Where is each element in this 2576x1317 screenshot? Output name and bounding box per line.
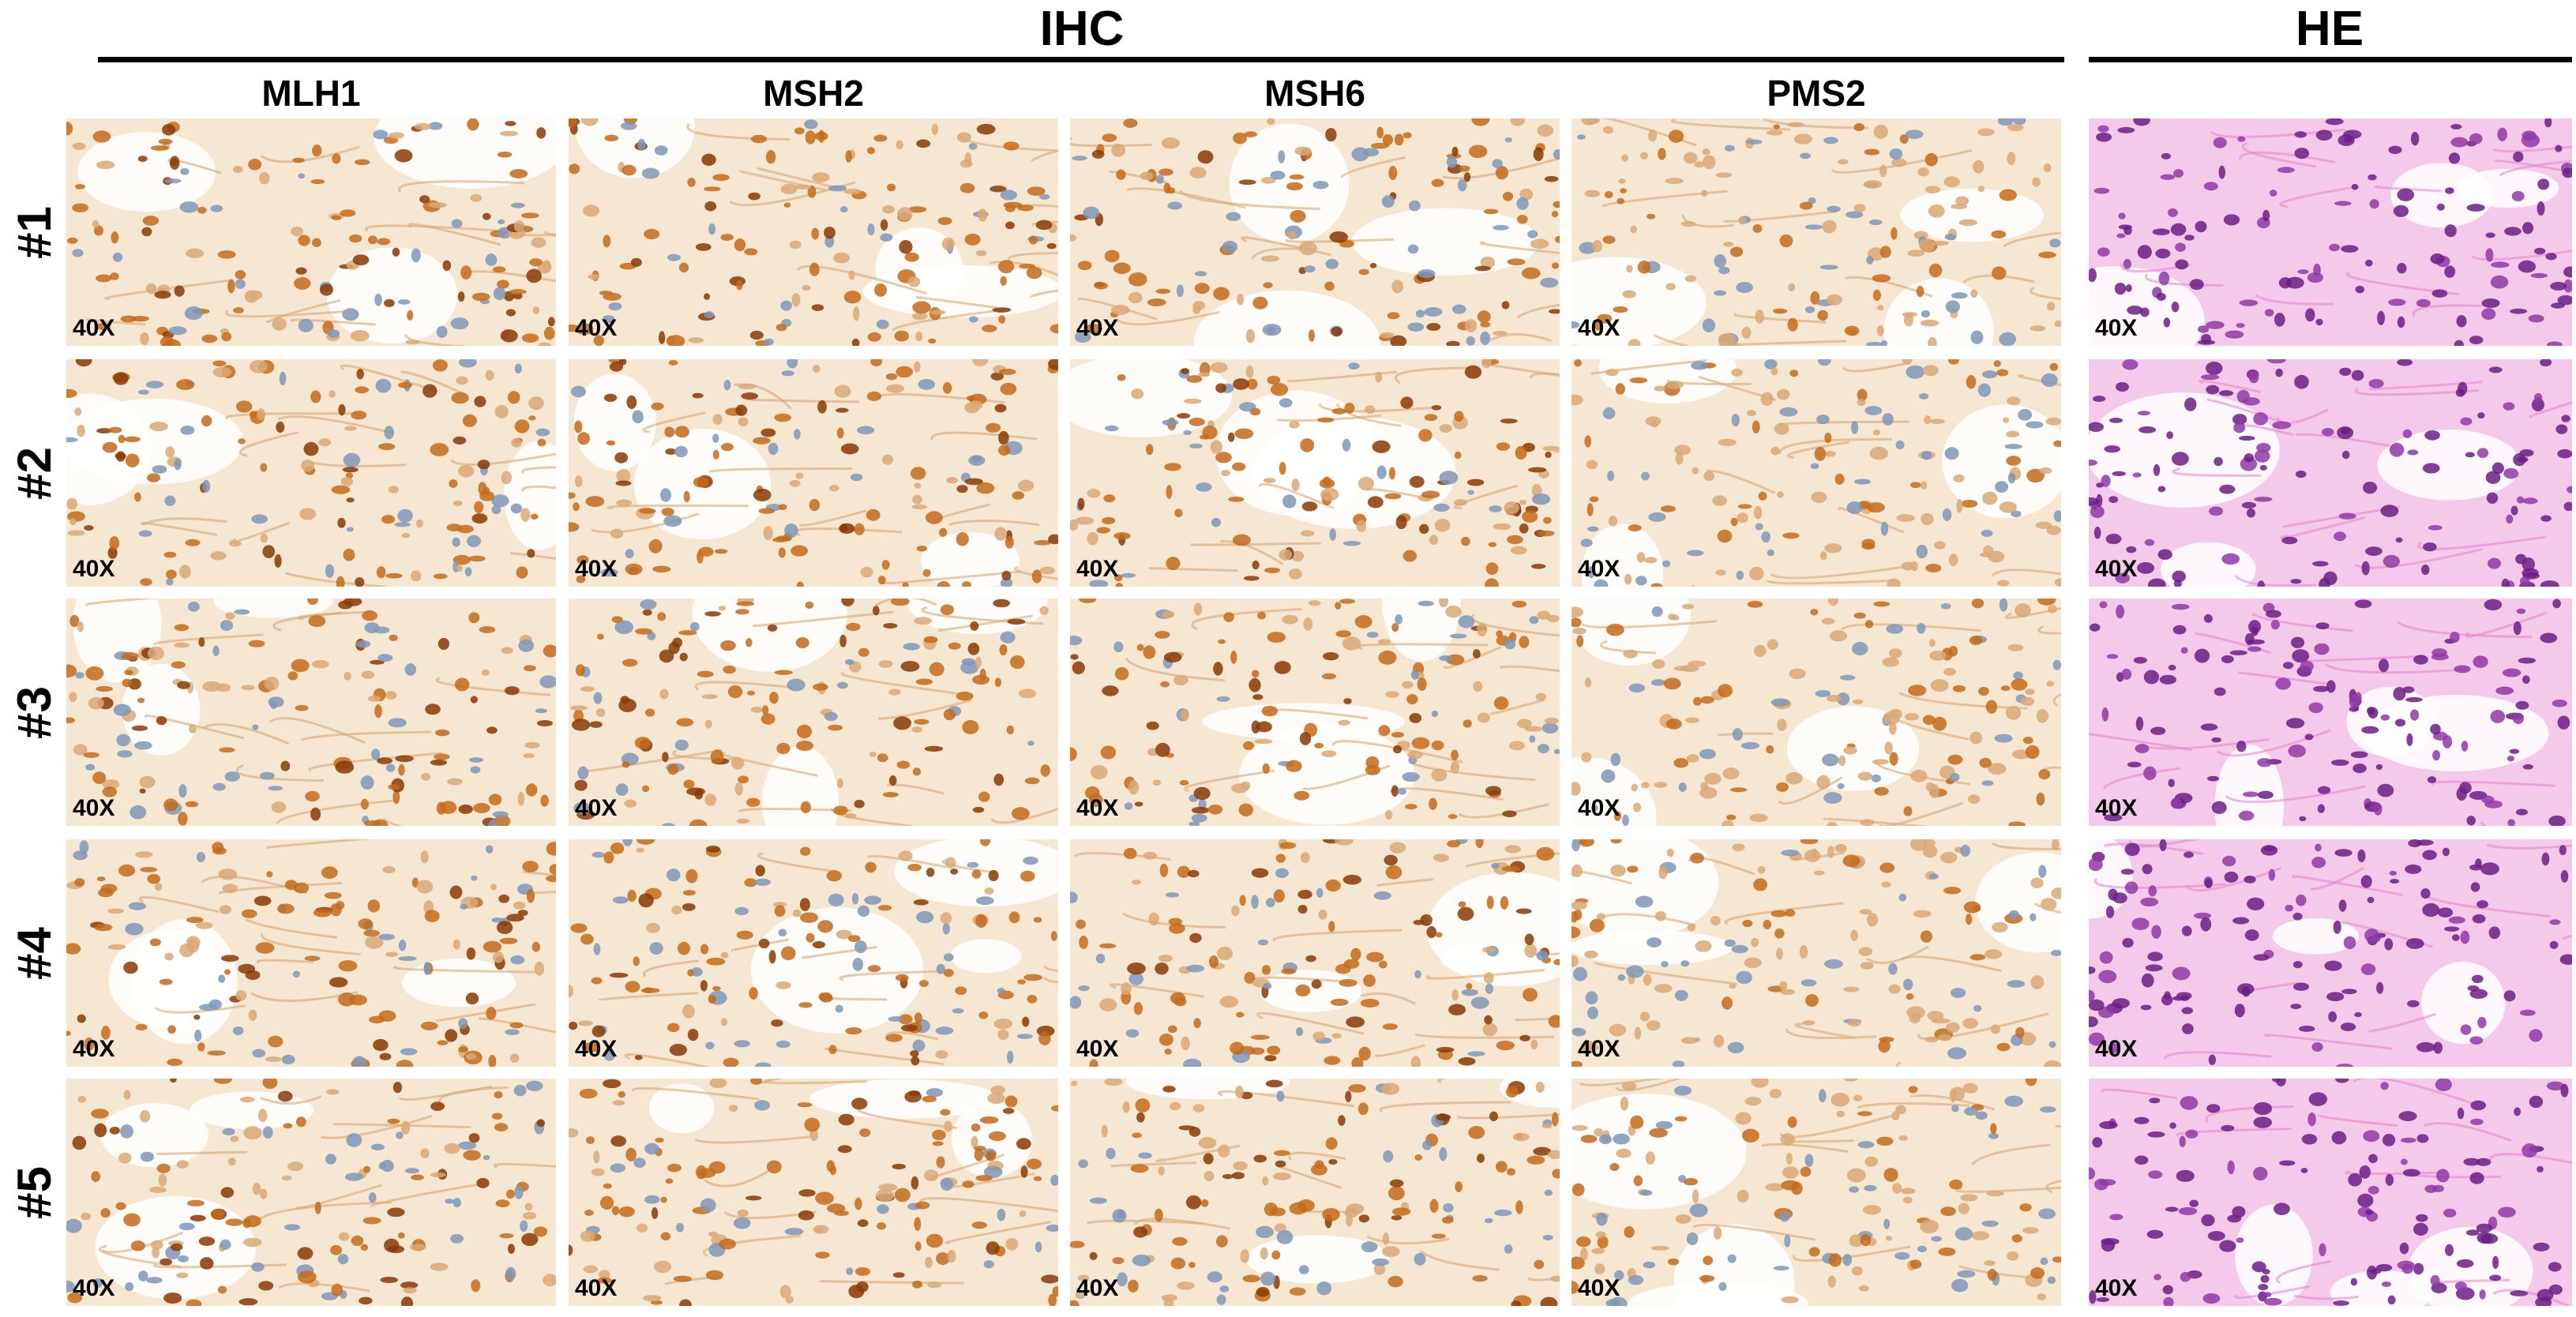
magnification-label: 40X	[73, 795, 115, 821]
tissue-image	[2089, 359, 2572, 587]
magnification-label: 40X	[2095, 1275, 2138, 1301]
magnification-label: 40X	[2095, 315, 2138, 341]
tissue-image	[1070, 598, 1560, 826]
micrograph-case2-mlh1: 40X	[66, 359, 556, 587]
tissue-image	[1070, 839, 1560, 1067]
he-group-title: HE	[2295, 2, 2364, 56]
micrograph-case4-mlh1: 40X	[66, 839, 556, 1067]
tissue-image	[569, 839, 1058, 1067]
row-label-case2: #2	[7, 446, 61, 500]
magnification-label: 40X	[73, 1275, 115, 1301]
micrograph-case3-msh2: 40X	[569, 598, 1058, 826]
tissue-image	[569, 598, 1058, 826]
magnification-label: 40X	[575, 556, 618, 582]
magnification-label: 40X	[2095, 1036, 2138, 1062]
tissue-image	[1572, 1079, 2061, 1306]
micrograph-case2-pms2: 40X	[1572, 359, 2061, 587]
tissue-image	[2089, 839, 2572, 1067]
tissue-image	[66, 839, 556, 1067]
tissue-image	[1070, 118, 1560, 346]
tissue-image	[66, 359, 556, 587]
tissue-image	[66, 118, 556, 346]
tissue-image	[66, 1079, 556, 1306]
magnification-label: 40X	[575, 315, 618, 341]
micrograph-case4-msh6: 40X	[1070, 839, 1560, 1067]
micrograph-case1-msh6: 40X	[1070, 118, 1560, 346]
micrograph-case2-msh6: 40X	[1070, 359, 1560, 587]
magnification-label: 40X	[1076, 1036, 1119, 1062]
magnification-label: 40X	[2095, 556, 2138, 582]
tissue-image	[2089, 598, 2572, 826]
micrograph-case3-pms2: 40X	[1572, 598, 2061, 826]
tissue-image	[2089, 118, 2572, 346]
tissue-image	[66, 598, 556, 826]
magnification-label: 40X	[1076, 1275, 1119, 1301]
micrograph-case2-msh2: 40X	[569, 359, 1058, 587]
magnification-label: 40X	[1578, 315, 1620, 341]
he-header-rule	[2089, 57, 2572, 62]
column-label-msh6: MSH6	[1264, 73, 1365, 114]
tissue-image	[1572, 598, 2061, 826]
micrograph-case1-mlh1: 40X	[66, 118, 556, 346]
tissue-image	[569, 118, 1058, 346]
micrograph-case3-mlh1: 40X	[66, 598, 556, 826]
column-label-pms2: PMS2	[1767, 73, 1866, 114]
magnification-label: 40X	[73, 1036, 115, 1062]
row-label-case5: #5	[7, 1165, 61, 1219]
micrograph-case4-pms2: 40X	[1572, 839, 2061, 1067]
tissue-image	[2089, 1079, 2572, 1306]
micrograph-case3-msh6: 40X	[1070, 598, 1560, 826]
micrograph-case4-msh2: 40X	[569, 839, 1058, 1067]
micrograph-case2-he: 40X	[2089, 359, 2572, 587]
magnification-label: 40X	[73, 556, 115, 582]
tissue-image	[1572, 118, 2061, 346]
micrograph-case3-he: 40X	[2089, 598, 2572, 826]
magnification-label: 40X	[1076, 556, 1119, 582]
ihc-header-rule	[98, 57, 2064, 62]
row-label-case3: #3	[7, 685, 61, 739]
magnification-label: 40X	[575, 1036, 618, 1062]
micrograph-case1-he: 40X	[2089, 118, 2572, 346]
magnification-label: 40X	[1578, 1275, 1620, 1301]
micrograph-case5-msh6: 40X	[1070, 1079, 1560, 1306]
row-label-case4: #4	[7, 926, 61, 980]
magnification-label: 40X	[1578, 795, 1620, 821]
magnification-label: 40X	[575, 795, 618, 821]
tissue-image	[1572, 359, 2061, 587]
column-label-msh2: MSH2	[763, 73, 864, 114]
micrograph-case5-pms2: 40X	[1572, 1079, 2061, 1306]
micrograph-case5-msh2: 40X	[569, 1079, 1058, 1306]
tissue-image	[569, 359, 1058, 587]
magnification-label: 40X	[1578, 556, 1620, 582]
magnification-label: 40X	[1076, 315, 1119, 341]
micrograph-case1-msh2: 40X	[569, 118, 1058, 346]
column-label-mlh1: MLH1	[261, 73, 361, 114]
magnification-label: 40X	[1578, 1036, 1620, 1062]
micrograph-case5-mlh1: 40X	[66, 1079, 556, 1306]
micrograph-case1-pms2: 40X	[1572, 118, 2061, 346]
tissue-image	[1572, 839, 2061, 1067]
magnification-label: 40X	[73, 315, 115, 341]
ihc-group-title: IHC	[1039, 2, 1125, 56]
row-label-case1: #1	[7, 205, 61, 259]
tissue-image	[1070, 1079, 1560, 1306]
magnification-label: 40X	[1076, 795, 1119, 821]
magnification-label: 40X	[575, 1275, 618, 1301]
micrograph-case4-he: 40X	[2089, 839, 2572, 1067]
tissue-image	[569, 1079, 1058, 1306]
tissue-image	[1070, 359, 1560, 587]
magnification-label: 40X	[2095, 795, 2138, 821]
micrograph-case5-he: 40X	[2089, 1079, 2572, 1306]
